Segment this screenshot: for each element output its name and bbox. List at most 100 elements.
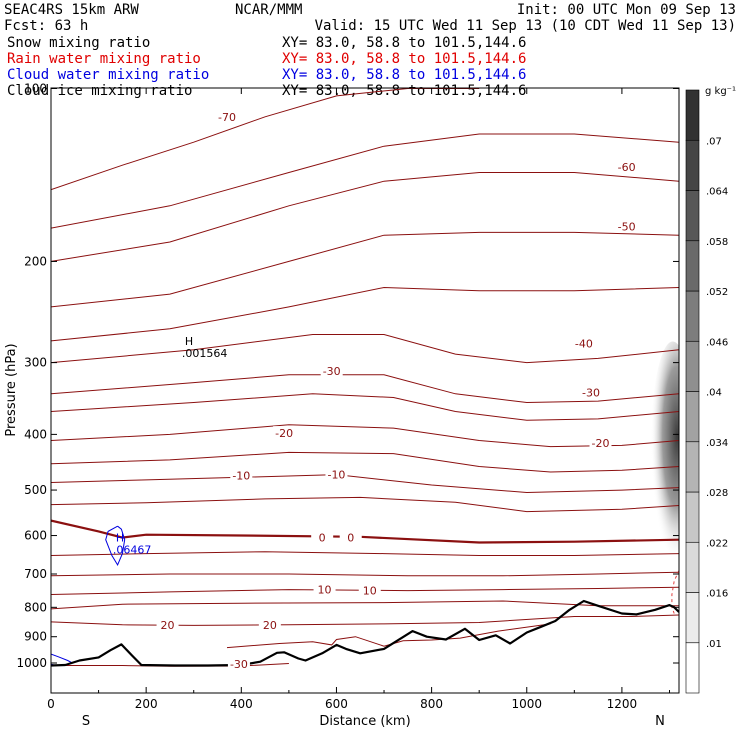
- y-tick-label: 400: [24, 427, 47, 441]
- temperature-contour-label: -10: [327, 469, 345, 482]
- temperature-contour: [51, 88, 480, 191]
- contour-label-bg: [615, 219, 638, 233]
- x-axis: 0 200 400 600 800 1000 1200: [47, 88, 670, 711]
- temperature-contour-label: -10: [232, 470, 250, 483]
- temperature-contour-label: 0: [319, 532, 326, 545]
- temperature-contour: [51, 286, 679, 342]
- contour-label-bg: [311, 530, 334, 544]
- temperature-contour-label: 10: [318, 584, 332, 597]
- contour-label-bg: [230, 468, 253, 482]
- end-label-right: N: [655, 714, 665, 729]
- colorbar-swatch: [685, 139, 700, 191]
- field-legend: Snow mixing ratio XY= 83.0, 58.8 to 101.5…: [7, 35, 526, 99]
- contour-label-bg: [320, 363, 343, 377]
- temperature-contour-label: 20: [161, 619, 175, 632]
- colorbar-swatch: [685, 441, 700, 493]
- temperature-contour-label: -20: [592, 437, 610, 450]
- contour-label-bg: [615, 160, 638, 174]
- field-name: Rain water mixing ratio: [7, 51, 201, 67]
- x-tick-label: 800: [420, 697, 443, 711]
- field-xy: XY= 83.0, 58.8 to 101.5,144.6: [282, 83, 526, 99]
- colorbar-swatch: [685, 592, 700, 644]
- temperature-contour: [51, 614, 679, 626]
- field-name: Snow mixing ratio: [7, 35, 150, 51]
- y-tick-label: 500: [24, 483, 47, 497]
- x-tick-label: 1000: [511, 697, 542, 711]
- extremum-value: .06467: [113, 543, 151, 556]
- rain-water-contours: [226, 570, 679, 649]
- temperature-contour-labels: -70 -60 -50 -40 -30 -30 -20 -20 -10 -10 0 0 10 10 20 20…: [156, 109, 638, 671]
- plot-area: [51, 88, 679, 667]
- temperature-contour: [51, 496, 679, 513]
- temperature-contour-label: -70: [218, 111, 236, 124]
- colorbar-swatch: [685, 541, 700, 593]
- header-model-title: SEAC4RS 15km ARW: [4, 2, 139, 18]
- colorbar-swatch: [685, 290, 700, 342]
- field-xy: XY= 83.0, 58.8 to 101.5,144.6: [282, 51, 526, 67]
- y-tick-label: 800: [24, 600, 47, 614]
- y-tick-label: 100: [24, 82, 47, 96]
- plot-frame: [50, 87, 680, 694]
- temperature-contour-label: -50: [618, 221, 636, 234]
- extremum-value: .001564: [182, 347, 228, 360]
- temperature-contour-label: -30: [230, 658, 248, 671]
- temperature-contour-label: -40: [575, 338, 593, 351]
- extremum-marker: H: [116, 531, 124, 544]
- temperature-contour-label: 0: [347, 532, 354, 545]
- y-tick-label: 300: [24, 356, 47, 370]
- temperature-contour: [51, 374, 679, 404]
- temperature-contour: [51, 451, 679, 473]
- y-tick-label: 200: [24, 254, 47, 268]
- temperature-contour: [51, 571, 679, 577]
- y-tick-label: 900: [24, 630, 47, 644]
- temperature-contour: [51, 231, 679, 308]
- contour-label-bg: [273, 426, 296, 440]
- contour-label-bg: [156, 617, 179, 631]
- temperature-contour-label: 10: [363, 585, 377, 598]
- header-init-time: Init: 00 UTC Mon 09 Sep 13: [517, 2, 736, 18]
- contour-label-bg: [325, 467, 348, 481]
- temperature-contour-label: 20: [263, 619, 277, 632]
- colorbar-tick-label: .07: [706, 136, 722, 147]
- x-tick-label: 1200: [607, 697, 638, 711]
- terrain-profile: [51, 599, 679, 667]
- y-tick-label: 700: [24, 567, 47, 581]
- colorbar-tick-label: .064: [706, 187, 728, 198]
- y-tick-label: 1000: [16, 656, 47, 670]
- temperature-contour-label: -30: [582, 386, 600, 399]
- end-label-left: S: [82, 714, 90, 729]
- colorbar-swatch: [685, 89, 700, 141]
- temperature-contour: [51, 586, 679, 595]
- field-xy: XY= 83.0, 58.8 to 101.5,144.6: [282, 35, 526, 51]
- colorbar-tick-label: .04: [706, 388, 722, 399]
- colorbar-swatch: [685, 190, 700, 242]
- contour-label-bg: [227, 657, 250, 671]
- temperature-contour: [51, 551, 679, 556]
- temperature-contour: [51, 393, 679, 421]
- x-tick-label: 0: [47, 697, 55, 711]
- contour-label-bg: [339, 530, 362, 544]
- temperature-contour: [51, 474, 679, 494]
- x-tick-label: 200: [135, 697, 158, 711]
- low-level-contour: [226, 623, 551, 649]
- field-name: Cloud ice mixing ratio: [7, 83, 192, 99]
- temperature-contour: [51, 519, 679, 544]
- contour-label-bg: [216, 109, 239, 123]
- temperature-contour: [51, 334, 679, 364]
- colorbar-tick-label: .052: [706, 287, 728, 298]
- temperature-contour-label: -20: [275, 427, 293, 440]
- rain-water-contour: [671, 570, 679, 614]
- colorbar-swatch: [685, 340, 700, 392]
- temperature-contour: [51, 133, 679, 229]
- cloud-water-contour: [105, 525, 126, 566]
- header-valid-time: Valid: 15 UTC Wed 11 Sep 13 (10 CDT Wed …: [315, 18, 736, 34]
- temperature-contour: [51, 172, 679, 262]
- x-axis-label: Distance (km): [319, 714, 410, 729]
- temperature-contour-label: -30: [323, 365, 341, 378]
- contour-label-bg: [589, 435, 612, 449]
- colorbar-swatch: [685, 642, 700, 694]
- contour-label-bg: [313, 582, 336, 596]
